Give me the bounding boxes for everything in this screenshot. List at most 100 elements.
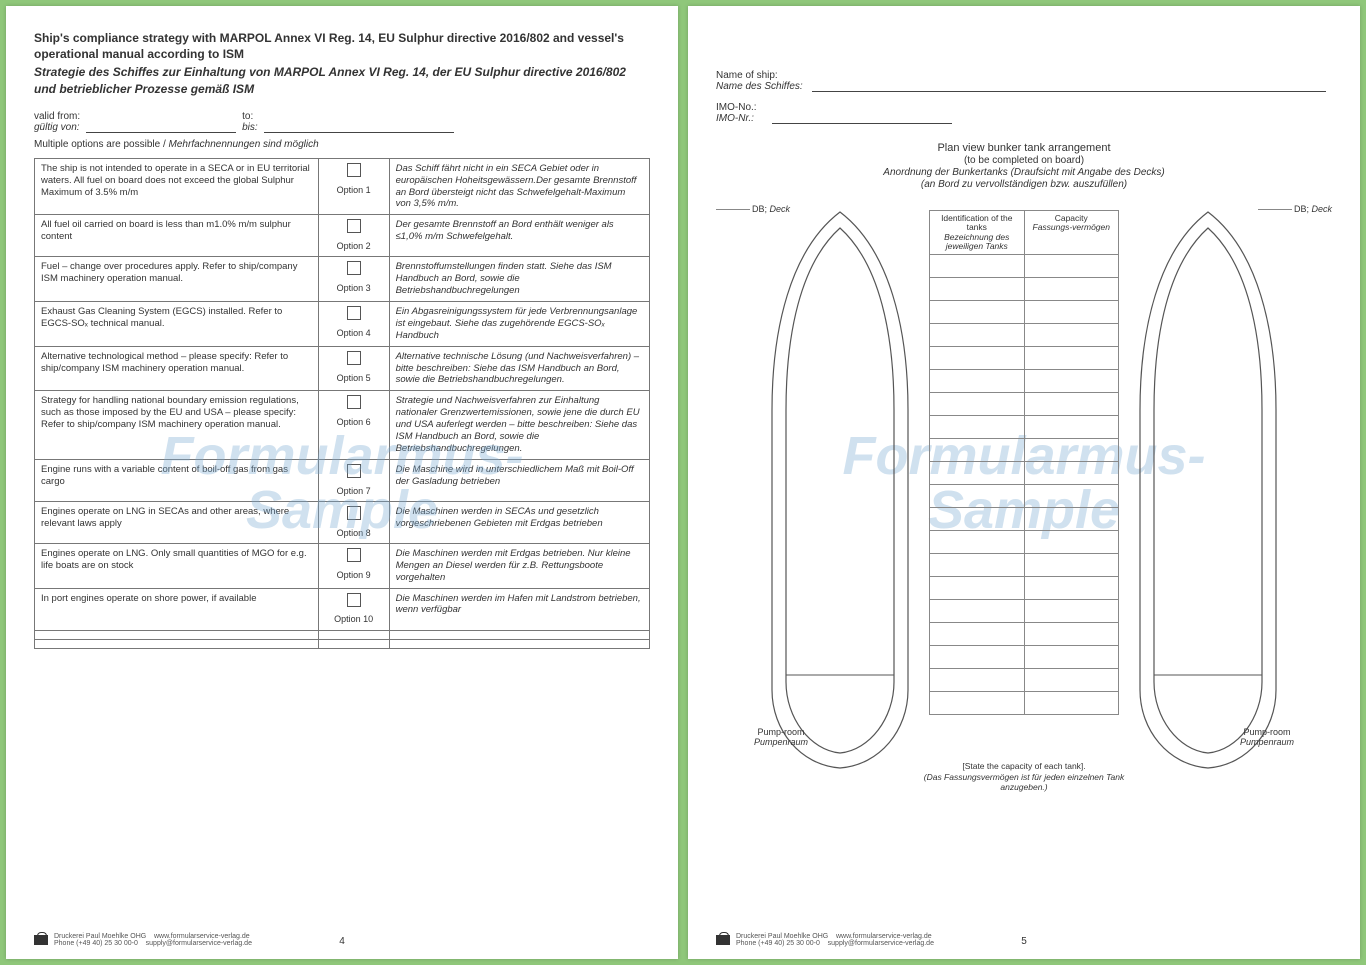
tank-capacity-cell[interactable] [1024, 554, 1119, 577]
option-en [35, 630, 319, 639]
tank-row [930, 554, 1119, 577]
tank-row [930, 301, 1119, 324]
option-checkbox[interactable] [347, 464, 361, 478]
tank-row [930, 485, 1119, 508]
tank-id-cell[interactable] [930, 577, 1025, 600]
tank-id-cell[interactable] [930, 416, 1025, 439]
tank-id-cell[interactable] [930, 347, 1025, 370]
tank-id-cell[interactable] [930, 508, 1025, 531]
option-label: Option 5 [325, 373, 383, 384]
tank-id-cell[interactable] [930, 462, 1025, 485]
tank-capacity-cell[interactable] [1024, 416, 1119, 439]
option-checkbox[interactable] [347, 163, 361, 177]
option-de: Strategie und Nachweisverfahren zur Einh… [389, 391, 649, 459]
imo-row: IMO-No.: IMO-Nr.: [716, 102, 1332, 124]
title-de: Strategie des Schiffes zur Einhaltung vo… [34, 64, 650, 96]
tank-capacity-cell[interactable] [1024, 301, 1119, 324]
option-checkbox[interactable] [347, 548, 361, 562]
tank-id-cell[interactable] [930, 646, 1025, 669]
tank-row [930, 393, 1119, 416]
note-de: Mehrfachnennungen sind möglich [169, 139, 319, 150]
option-row: Alternative technological method – pleas… [35, 346, 650, 391]
plan-title-en: Plan view bunker tank arrangement [716, 142, 1332, 154]
tank-id-cell[interactable] [930, 393, 1025, 416]
hull-outline-icon [1128, 210, 1288, 770]
hull-left [760, 210, 920, 770]
tank-id-cell[interactable] [930, 324, 1025, 347]
option-checkbox[interactable] [347, 593, 361, 607]
tank-capacity-cell[interactable] [1024, 347, 1119, 370]
ship-en: Name of ship: [716, 70, 806, 81]
tank-id-cell[interactable] [930, 600, 1025, 623]
tank-row [930, 508, 1119, 531]
tank-capacity-cell[interactable] [1024, 692, 1119, 715]
tank-id-cell[interactable] [930, 623, 1025, 646]
tank-id-cell[interactable] [930, 669, 1025, 692]
tank-id-cell[interactable] [930, 692, 1025, 715]
tank-id-cell[interactable] [930, 531, 1025, 554]
tank-capacity-cell[interactable] [1024, 393, 1119, 416]
option-de: Brennstoffumstellungen finden statt. Sie… [389, 257, 649, 302]
option-en: Engine runs with a variable content of b… [35, 459, 319, 501]
tank-capacity-cell[interactable] [1024, 462, 1119, 485]
option-checkbox[interactable] [347, 261, 361, 275]
tank-id-cell[interactable] [930, 439, 1025, 462]
option-label: Option 1 [325, 185, 383, 196]
tank-capacity-cell[interactable] [1024, 600, 1119, 623]
tank-capacity-cell[interactable] [1024, 531, 1119, 554]
tank-capacity-cell[interactable] [1024, 623, 1119, 646]
tank-capacity-cell[interactable] [1024, 370, 1119, 393]
tank-capacity-cell[interactable] [1024, 324, 1119, 347]
tank-capacity-cell[interactable] [1024, 577, 1119, 600]
tank-capacity-cell[interactable] [1024, 508, 1119, 531]
option-checkbox-cell: Option 3 [318, 257, 389, 302]
tank-row [930, 370, 1119, 393]
imo-field[interactable] [772, 111, 952, 124]
tank-capacity-cell[interactable] [1024, 646, 1119, 669]
pump-label-left: Pump-room Pumpenraum [736, 728, 826, 748]
valid-row: valid from: gültig von: to: bis: [34, 111, 650, 133]
tank-row [930, 278, 1119, 301]
ship-name-field[interactable] [812, 79, 1326, 92]
tank-capacity-cell[interactable] [1024, 485, 1119, 508]
hull-outline-icon [760, 210, 920, 770]
option-checkbox[interactable] [347, 219, 361, 233]
tank-row [930, 462, 1119, 485]
option-label: Option 7 [325, 486, 383, 497]
option-en: All fuel oil carried on board is less th… [35, 215, 319, 257]
option-en: Fuel – change over procedures apply. Ref… [35, 257, 319, 302]
tank-row [930, 600, 1119, 623]
valid-from-field[interactable] [86, 120, 236, 133]
option-row: All fuel oil carried on board is less th… [35, 215, 650, 257]
tank-capacity-cell[interactable] [1024, 439, 1119, 462]
multi-note: Multiple options are possible / Mehrfach… [34, 139, 650, 150]
option-checkbox-cell: Option 9 [318, 543, 389, 588]
tank-id-cell[interactable] [930, 301, 1025, 324]
option-de: Der gesamte Brennstoff an Bord enthält w… [389, 215, 649, 257]
option-checkbox[interactable] [347, 506, 361, 520]
tank-id-cell[interactable] [930, 554, 1025, 577]
option-checkbox[interactable] [347, 351, 361, 365]
tank-id-cell[interactable] [930, 485, 1025, 508]
imo-de: IMO-Nr.: [716, 113, 766, 124]
option-row [35, 630, 650, 639]
option-checkbox-cell: Option 10 [318, 588, 389, 630]
tank-id-cell[interactable] [930, 278, 1025, 301]
tank-capacity-cell[interactable] [1024, 255, 1119, 278]
plan-sub-de: (an Bord zu vervollständigen bzw. auszuf… [716, 179, 1332, 190]
tank-capacity-cell[interactable] [1024, 278, 1119, 301]
option-checkbox-cell: Option 1 [318, 158, 389, 215]
valid-from-de: gültig von: [34, 122, 80, 133]
option-label: Option 6 [325, 417, 383, 428]
option-row: The ship is not intended to operate in a… [35, 158, 650, 215]
valid-from-label: valid from: gültig von: [34, 111, 80, 133]
tank-id-cell[interactable] [930, 370, 1025, 393]
tank-id-cell[interactable] [930, 255, 1025, 278]
tank-capacity-cell[interactable] [1024, 669, 1119, 692]
valid-to-field[interactable] [264, 120, 454, 133]
option-checkbox[interactable] [347, 306, 361, 320]
option-checkbox-cell: Option 7 [318, 459, 389, 501]
imo-label: IMO-No.: IMO-Nr.: [716, 102, 766, 124]
option-en: Exhaust Gas Cleaning System (EGCS) insta… [35, 302, 319, 347]
option-checkbox[interactable] [347, 395, 361, 409]
